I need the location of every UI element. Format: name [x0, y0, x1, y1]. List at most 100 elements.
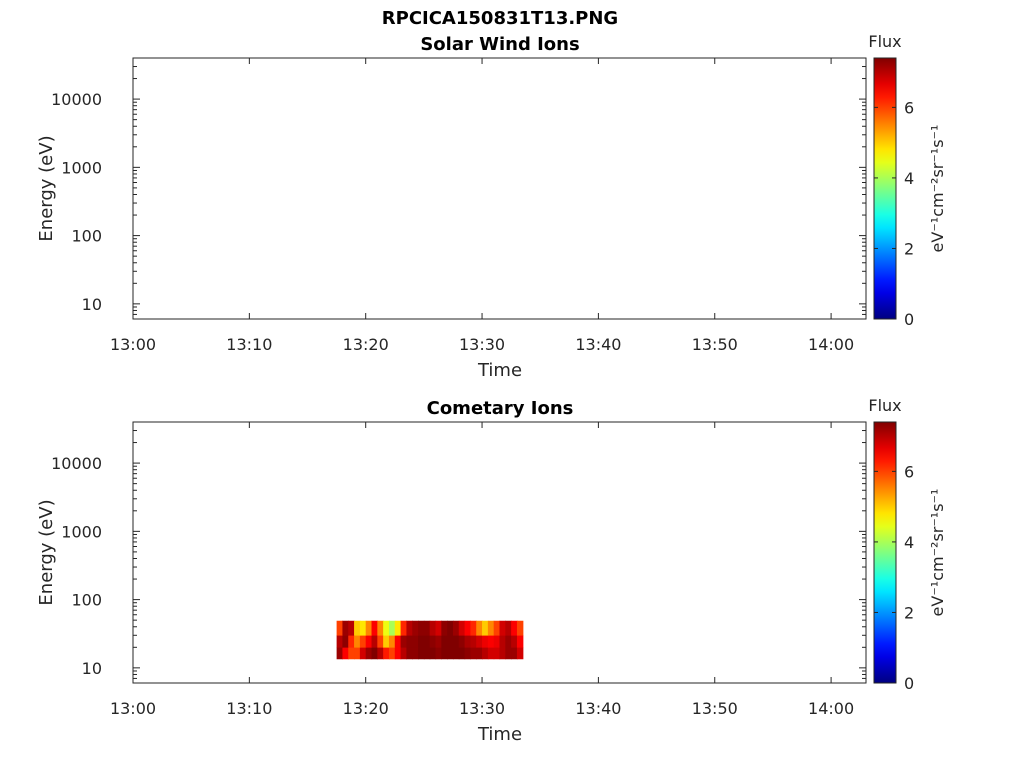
- x-tick-label: 13:40: [575, 335, 621, 354]
- y-axis-label: Energy (eV): [36, 499, 57, 605]
- heatmap-cell: [452, 647, 460, 660]
- heatmap-cell: [493, 620, 501, 636]
- colorbar-tick-label: 0: [904, 310, 914, 329]
- heatmap-cell: [499, 647, 506, 660]
- heatmap-cell: [505, 647, 512, 660]
- heatmap-cell: [482, 620, 489, 636]
- heatmap-cell: [365, 635, 373, 648]
- heatmap-cell: [470, 635, 477, 648]
- panel-1: 13:00 13:10 13:20 13:30 13:40 13:50 14:00 10 100…: [36, 32, 947, 381]
- heatmap-cell: [482, 635, 489, 648]
- heatmap-cell: [336, 647, 344, 660]
- x-tick-label: 13:10: [226, 335, 272, 354]
- y-tick-label: 10: [82, 659, 102, 678]
- heatmap-cell: [482, 647, 489, 660]
- y-tick-label: 10000: [51, 454, 102, 473]
- heatmap-cell: [354, 647, 361, 660]
- heatmap-cell: [359, 635, 367, 648]
- heatmap-cell: [464, 635, 472, 648]
- x-tick-label: 14:00: [808, 335, 854, 354]
- heatmap-cell: [377, 635, 384, 648]
- x-tick-label: 13:00: [110, 699, 156, 718]
- axes-frame: [132, 57, 867, 320]
- colorbar-label: Flux: [868, 396, 901, 415]
- panel-2: 13:00 13:10 13:20 13:30 13:40 13:50 14:00 10 100…: [36, 396, 947, 745]
- heatmap-cell: [406, 620, 413, 636]
- heatmap-cell: [412, 635, 419, 648]
- heatmap-cell: [418, 647, 425, 660]
- heatmap-cell: [493, 647, 501, 660]
- heatmap-cell: [412, 620, 419, 636]
- heatmap-cell: [342, 635, 349, 648]
- heatmap-cell: [348, 647, 355, 660]
- heatmap-cell: [365, 620, 373, 636]
- heatmap-cell: [342, 647, 349, 660]
- heatmap-cell: [464, 620, 472, 636]
- heatmap-cell: [476, 647, 483, 660]
- heatmap-cell: [418, 620, 425, 636]
- heatmap-cell: [371, 620, 378, 636]
- heatmap-cell: [423, 647, 431, 660]
- heatmap-cell: [505, 620, 512, 636]
- heatmap-cell: [354, 620, 361, 636]
- heatmap-cell: [458, 635, 466, 648]
- heatmap-cell: [476, 620, 483, 636]
- heatmap-cell: [388, 647, 396, 660]
- heatmap-cell: [418, 635, 425, 648]
- heatmap-cell: [383, 647, 390, 660]
- y-tick-label: 100: [71, 227, 102, 246]
- colorbar-tick-label: 4: [904, 533, 914, 552]
- colorbar: [873, 57, 897, 320]
- x-tick-label: 13:20: [343, 699, 389, 718]
- x-tick-label: 13:50: [692, 699, 738, 718]
- colorbar-units: eV⁻¹cm⁻²sr⁻¹s⁻¹: [928, 489, 947, 617]
- heatmap-cell: [400, 647, 408, 660]
- heatmap-cell: [493, 635, 501, 648]
- heatmap-cell: [511, 635, 518, 648]
- heatmap-cell: [452, 635, 460, 648]
- heatmap-cell: [447, 620, 454, 636]
- heatmap-cell: [383, 620, 390, 636]
- heatmap-cell: [359, 620, 367, 636]
- colorbar: [873, 421, 897, 684]
- heatmap-cell: [336, 620, 344, 636]
- heatmap-cell: [452, 620, 460, 636]
- heatmap-cell: [348, 620, 355, 636]
- plot-area: [133, 58, 866, 319]
- heatmap-cell: [377, 647, 384, 660]
- x-tick-label: 14:00: [808, 699, 854, 718]
- heatmap-cell: [516, 647, 524, 660]
- heatmap-cell: [400, 620, 408, 636]
- figure-title: RPCICA150831T13.PNG: [382, 8, 618, 29]
- heatmap-cell: [429, 620, 437, 636]
- heatmap-cell: [487, 635, 495, 648]
- heatmap-cell: [447, 635, 454, 648]
- heatmap-cell: [499, 620, 506, 636]
- heatmap-cell: [400, 635, 408, 648]
- heatmap-cell: [423, 620, 431, 636]
- heatmap-cell: [470, 647, 477, 660]
- colorbar-tick-label: 6: [904, 98, 914, 117]
- colorbar-tick-label: 4: [904, 169, 914, 188]
- panel-title: Cometary Ions: [427, 398, 574, 419]
- heatmap-cell: [441, 647, 448, 660]
- x-tick-label: 13:30: [459, 699, 505, 718]
- heatmap-cell: [394, 647, 402, 660]
- heatmap-cell: [406, 647, 413, 660]
- y-tick-label: 10000: [51, 90, 102, 109]
- x-axis-label: Time: [477, 360, 522, 381]
- heatmap-cell: [423, 635, 431, 648]
- heatmap-cell: [371, 635, 378, 648]
- heatmap-cell: [464, 647, 472, 660]
- heatmap-cell: [516, 635, 524, 648]
- x-tick-label: 13:10: [226, 699, 272, 718]
- colorbar-tick-label: 6: [904, 462, 914, 481]
- x-tick-label: 13:40: [575, 699, 621, 718]
- panel-title: Solar Wind Ions: [420, 34, 579, 55]
- y-tick-label: 10: [82, 295, 102, 314]
- x-tick-label: 13:50: [692, 335, 738, 354]
- heatmap-cell: [487, 647, 495, 660]
- y-axis-label: Energy (eV): [36, 135, 57, 241]
- x-tick-label: 13:30: [459, 335, 505, 354]
